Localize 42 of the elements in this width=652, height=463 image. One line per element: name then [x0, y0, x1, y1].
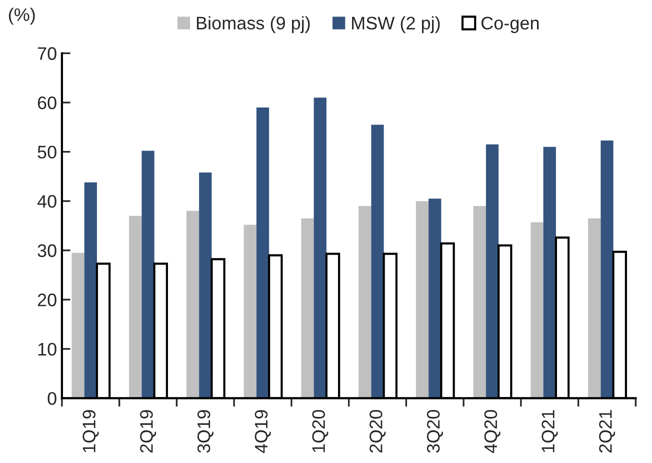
x-tick-label: 1Q20	[312, 410, 328, 452]
bar	[371, 124, 384, 398]
bar	[84, 182, 97, 398]
bar	[543, 146, 556, 398]
bar	[142, 150, 154, 398]
bar	[256, 107, 270, 398]
bar	[186, 210, 200, 398]
legend-label: Biomass (9 pj)	[196, 16, 310, 34]
bar	[129, 216, 142, 398]
x-tick-label: 1Q19	[82, 410, 99, 452]
y-tick-label: 0	[48, 392, 56, 405]
y-tick-label: 10	[38, 342, 56, 356]
x-tick-label: 2Q20	[370, 410, 386, 453]
bar	[428, 198, 442, 398]
y-tick-label: 60	[38, 96, 56, 110]
y-axis-title: (%)	[8, 8, 35, 25]
bar	[72, 252, 84, 398]
x-tick-label: 3Q19	[197, 410, 214, 453]
bar	[301, 218, 314, 398]
bar	[473, 206, 486, 398]
x-tick-label: 1Q21	[542, 410, 558, 452]
y-tick-label: 50	[38, 146, 56, 159]
x-tick-label: 2Q21	[599, 410, 616, 453]
legend-label: Co-gen	[481, 16, 539, 34]
y-tick-label: 70	[38, 47, 56, 60]
x-tick-label: 2Q19	[140, 410, 156, 453]
x-tick-label: 4Q19	[254, 410, 271, 454]
y-tick-label: 40	[37, 195, 56, 208]
bar	[314, 98, 326, 398]
bar	[530, 222, 544, 398]
bar	[244, 224, 256, 398]
y-tick-label: 20	[38, 294, 56, 306]
bar	[486, 144, 499, 398]
bar	[358, 206, 372, 398]
bar	[588, 218, 601, 398]
x-tick-label: 3Q20	[426, 410, 443, 453]
bar	[600, 140, 614, 398]
bar	[416, 201, 429, 398]
legend-label: MSW (2 pj)	[352, 16, 440, 34]
bar	[199, 172, 212, 398]
y-tick-label: 30	[38, 244, 56, 258]
x-tick-label: 4Q20	[484, 410, 500, 454]
